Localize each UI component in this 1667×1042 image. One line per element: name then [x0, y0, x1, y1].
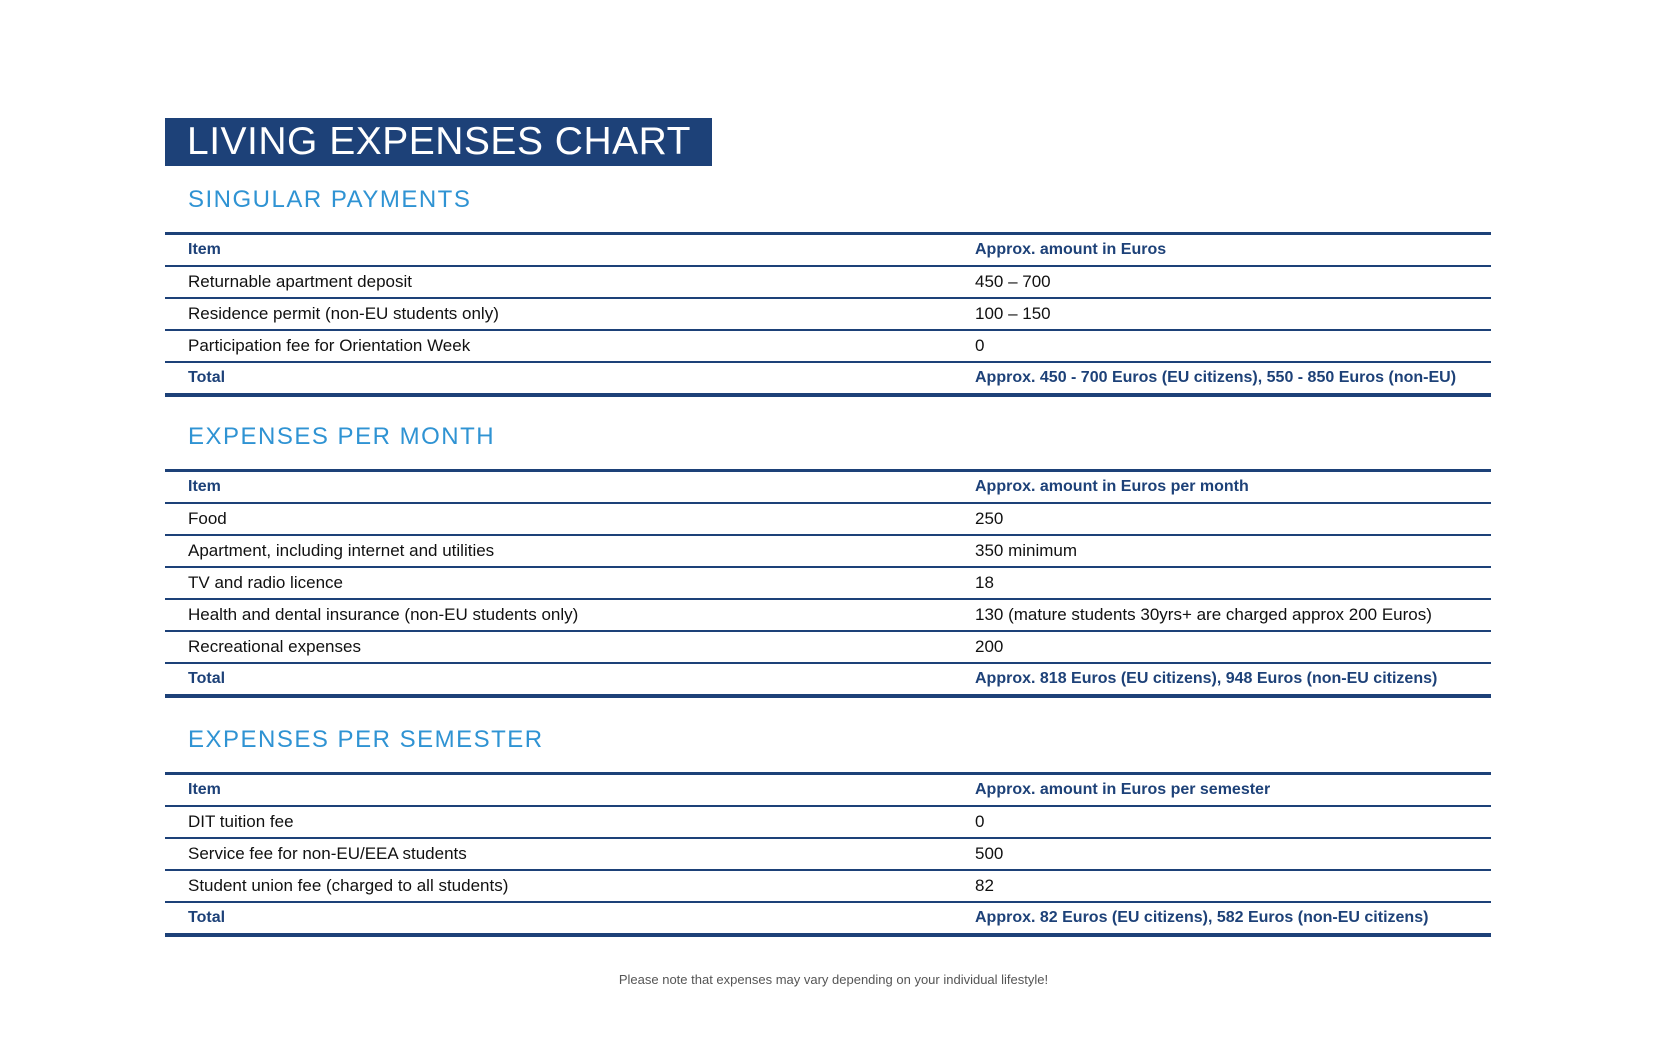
table-cell: 18 [952, 567, 1491, 600]
table-cell: 100 – 150 [952, 298, 1491, 331]
total-row: Total Approx. 450 - 700 Euros (EU citizen… [165, 362, 1491, 397]
footer-note: Please note that expenses may vary depen… [618, 972, 1049, 987]
table-row: DIT tuition fee 0 [165, 806, 1491, 839]
expense-table: Item Approx. amount in Euros per month Foo… [165, 469, 1491, 698]
table-cell: Student union fee (charged to all studen… [165, 870, 952, 903]
table-cell: 0 [952, 330, 1491, 363]
table-cell: Service fee for non-EU/EEA students [165, 838, 952, 871]
table-cell: Recreational expenses [165, 631, 952, 664]
expense-section: EXPENSES PER SEMESTER Item Approx. amount … [165, 726, 1491, 937]
table-cell: Total [165, 902, 952, 937]
table-cell: Item [165, 470, 952, 504]
table-cell: Apartment, including internet and utilit… [165, 535, 952, 568]
table-cell: 200 [952, 631, 1491, 664]
table-cell: Approx. 82 Euros (EU citizens), 582 Euro… [952, 902, 1491, 937]
table-cell: Participation fee for Orientation Week [165, 330, 952, 363]
table-cell: Item [165, 233, 952, 267]
table-cell: 0 [952, 806, 1491, 839]
table-row: Service fee for non-EU/EEA students 500 [165, 838, 1491, 871]
table-row: Health and dental insurance (non-EU stud… [165, 599, 1491, 632]
table-row: Participation fee for Orientation Week 0 [165, 330, 1491, 363]
total-row: Total Approx. 82 Euros (EU citizens), 582… [165, 902, 1491, 937]
table-cell: Returnable apartment deposit [165, 266, 952, 299]
table-cell: 450 – 700 [952, 266, 1491, 299]
table-cell: DIT tuition fee [165, 806, 952, 839]
table-cell: TV and radio licence [165, 567, 952, 600]
table-cell: Approx. 818 Euros (EU citizens), 948 Eur… [952, 663, 1491, 698]
table-cell: 130 (mature students 30yrs+ are charged … [952, 599, 1491, 632]
table-row: Recreational expenses 200 [165, 631, 1491, 664]
section-heading: EXPENSES PER MONTH [188, 423, 496, 450]
header-row: Item Approx. amount in Euros [165, 233, 1491, 267]
table-row: Returnable apartment deposit 450 – 700 [165, 266, 1491, 299]
expense-table: Item Approx. amount in Euros Returnable ap… [165, 232, 1491, 397]
section-heading: EXPENSES PER SEMESTER [188, 726, 544, 753]
table-cell: Total [165, 663, 952, 698]
table-row: Student union fee (charged to all studen… [165, 870, 1491, 903]
table-cell: Total [165, 362, 952, 397]
header-row: Item Approx. amount in Euros per month [165, 470, 1491, 504]
table-cell: Approx. amount in Euros per month [952, 470, 1491, 504]
table-cell: Approx. amount in Euros per semester [952, 773, 1491, 807]
table-cell: 500 [952, 838, 1491, 871]
table-cell: Approx. 450 - 700 Euros (EU citizens), 5… [952, 362, 1491, 397]
table-cell: Approx. amount in Euros [952, 233, 1491, 267]
expense-table: Item Approx. amount in Euros per semester… [165, 772, 1491, 937]
table-cell: Food [165, 503, 952, 536]
table-row: Food 250 [165, 503, 1491, 536]
table-cell: Residence permit (non-EU students only) [165, 298, 952, 331]
expense-section: EXPENSES PER MONTH Item Approx. amount in … [165, 423, 1491, 698]
table-cell: Item [165, 773, 952, 807]
page-title: LIVING EXPENSES CHART [165, 118, 712, 166]
table-cell: Health and dental insurance (non-EU stud… [165, 599, 952, 632]
table-row: Residence permit (non-EU students only) 1… [165, 298, 1491, 331]
expense-section: SINGULAR PAYMENTS Item Approx. amount in E… [165, 186, 1491, 397]
section-heading: SINGULAR PAYMENTS [188, 186, 472, 213]
table-cell: 250 [952, 503, 1491, 536]
table-cell: 350 minimum [952, 535, 1491, 568]
total-row: Total Approx. 818 Euros (EU citizens), 94… [165, 663, 1491, 698]
table-cell: 82 [952, 870, 1491, 903]
table-row: TV and radio licence 18 [165, 567, 1491, 600]
header-row: Item Approx. amount in Euros per semester [165, 773, 1491, 807]
table-row: Apartment, including internet and utilit… [165, 535, 1491, 568]
